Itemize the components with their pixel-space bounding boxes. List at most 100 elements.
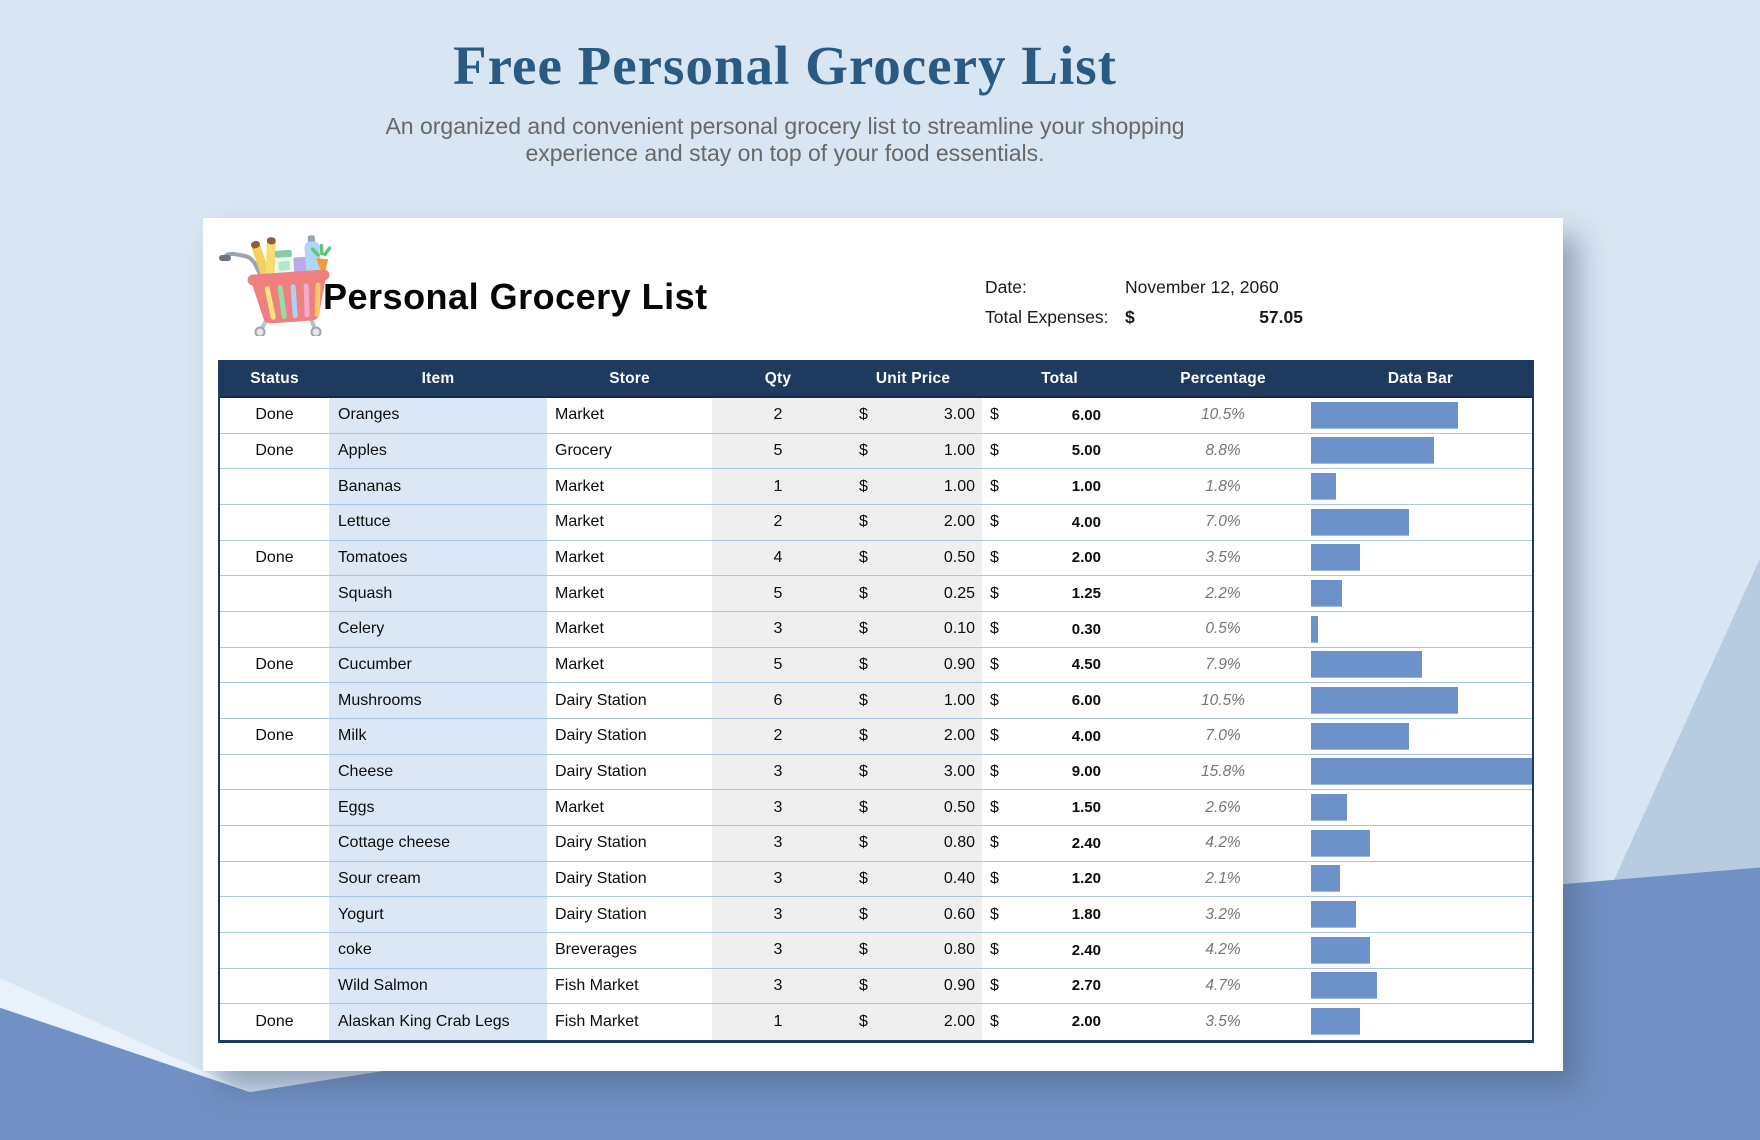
cell-total[interactable]: $5.00 <box>990 441 1101 460</box>
cell-percentage[interactable]: 0.5% <box>1205 620 1241 638</box>
cell-total[interactable]: $1.50 <box>990 798 1101 817</box>
cell-unit-price[interactable]: $1.00 <box>844 469 982 504</box>
cell-total[interactable]: $4.00 <box>990 513 1101 531</box>
cell-qty[interactable]: 3 <box>712 968 844 1004</box>
cell-percentage[interactable]: 1.8% <box>1205 477 1241 495</box>
cell-store[interactable]: Dairy Station <box>555 691 647 709</box>
cell-unit-price[interactable]: $3.00 <box>844 398 982 433</box>
cell-store[interactable]: Market <box>555 513 604 531</box>
cell-percentage[interactable]: 7.0% <box>1205 727 1241 745</box>
cell-store[interactable]: Market <box>555 406 604 424</box>
cell-status[interactable]: Done <box>255 548 294 566</box>
cell-percentage[interactable]: 8.8% <box>1205 441 1241 459</box>
cell-status[interactable] <box>220 755 329 790</box>
cell-qty[interactable]: 2 <box>712 398 844 433</box>
cell-unit-price[interactable]: $0.50 <box>844 790 982 825</box>
cell-item[interactable]: Mushrooms <box>329 683 547 718</box>
cell-unit-price[interactable]: $0.90 <box>844 968 982 1004</box>
cell-total[interactable]: $1.80 <box>990 905 1101 924</box>
cell-percentage[interactable]: 10.5% <box>1201 406 1245 424</box>
cell-status[interactable]: Done <box>255 441 294 459</box>
cell-item[interactable]: Tomatoes <box>329 540 547 576</box>
cell-percentage[interactable]: 15.8% <box>1201 762 1245 780</box>
cell-status[interactable] <box>220 612 329 647</box>
cell-percentage[interactable]: 2.6% <box>1205 798 1241 816</box>
cell-store[interactable]: Dairy Station <box>555 727 647 745</box>
cell-total[interactable]: $9.00 <box>990 762 1101 781</box>
column-header-total[interactable]: Total <box>1041 370 1078 387</box>
date-value[interactable]: November 12, 2060 <box>1125 276 1279 297</box>
cell-unit-price[interactable]: $0.40 <box>844 861 982 897</box>
cell-total[interactable]: $2.70 <box>990 976 1101 995</box>
cell-status[interactable]: Done <box>255 1012 294 1030</box>
cell-qty[interactable]: 3 <box>712 825 844 861</box>
cell-item[interactable]: Sour cream <box>329 861 547 897</box>
cell-qty[interactable]: 3 <box>712 754 844 790</box>
cell-unit-price[interactable]: $0.25 <box>844 576 982 611</box>
column-header-percentage[interactable]: Percentage <box>1180 370 1266 387</box>
cell-status[interactable] <box>220 576 329 611</box>
cell-store[interactable]: Market <box>555 584 604 602</box>
cell-status[interactable] <box>220 469 329 504</box>
cell-item[interactable]: Celery <box>329 611 547 647</box>
cell-percentage[interactable]: 2.2% <box>1205 584 1241 602</box>
cell-item[interactable]: Cottage cheese <box>329 825 547 861</box>
cell-unit-price[interactable]: $3.00 <box>844 754 982 790</box>
cell-unit-price[interactable]: $1.00 <box>844 683 982 718</box>
cell-qty[interactable]: 4 <box>712 540 844 576</box>
cell-status[interactable] <box>220 826 329 861</box>
cell-percentage[interactable]: 4.7% <box>1205 976 1241 994</box>
cell-status[interactable]: Done <box>255 406 294 424</box>
cell-item[interactable]: Alaskan King Crab Legs <box>329 1004 547 1040</box>
cell-total[interactable]: $2.40 <box>990 834 1101 852</box>
cell-qty[interactable]: 1 <box>712 1004 844 1040</box>
cell-store[interactable]: Dairy Station <box>555 834 647 852</box>
cell-qty[interactable]: 5 <box>712 433 844 469</box>
cell-percentage[interactable]: 7.9% <box>1205 655 1241 673</box>
cell-qty[interactable]: 2 <box>712 504 844 540</box>
cell-store[interactable]: Market <box>555 477 604 495</box>
cell-total[interactable]: $2.00 <box>990 1012 1101 1031</box>
cell-total[interactable]: $1.25 <box>990 584 1101 603</box>
cell-store[interactable]: Breverages <box>555 941 637 959</box>
cell-qty[interactable]: 3 <box>712 897 844 932</box>
cell-item[interactable]: Milk <box>329 718 547 754</box>
cell-status[interactable] <box>220 683 329 718</box>
cell-status[interactable] <box>220 933 329 968</box>
cell-unit-price[interactable]: $0.80 <box>844 825 982 861</box>
column-header-qty[interactable]: Qty <box>764 370 792 387</box>
cell-store[interactable]: Market <box>555 655 604 673</box>
cell-store[interactable]: Dairy Station <box>555 869 647 887</box>
cell-percentage[interactable]: 2.1% <box>1205 869 1241 887</box>
cell-status[interactable] <box>220 897 329 932</box>
cell-total[interactable]: $1.00 <box>990 477 1101 496</box>
cell-qty[interactable]: 1 <box>712 469 844 504</box>
column-header-item[interactable]: Item <box>421 370 455 387</box>
cell-store[interactable]: Fish Market <box>555 1012 639 1030</box>
cell-store[interactable]: Market <box>555 798 604 816</box>
cell-unit-price[interactable]: $0.60 <box>844 897 982 932</box>
cell-total[interactable]: $1.20 <box>990 869 1101 888</box>
cell-status[interactable]: Done <box>255 727 294 745</box>
cell-percentage[interactable]: 3.2% <box>1205 905 1241 923</box>
cell-item[interactable]: Eggs <box>329 790 547 825</box>
cell-status[interactable] <box>220 505 329 540</box>
cell-unit-price[interactable]: $0.10 <box>844 611 982 647</box>
cell-item[interactable]: Wild Salmon <box>329 968 547 1004</box>
cell-status[interactable]: Done <box>255 655 294 673</box>
cell-store[interactable]: Market <box>555 548 604 566</box>
cell-percentage[interactable]: 7.0% <box>1205 513 1241 531</box>
cell-unit-price[interactable]: $0.50 <box>844 540 982 576</box>
cell-percentage[interactable]: 4.2% <box>1205 834 1241 852</box>
cell-qty[interactable]: 5 <box>712 647 844 683</box>
cell-qty[interactable]: 3 <box>712 932 844 968</box>
cell-store[interactable]: Dairy Station <box>555 762 647 780</box>
cell-unit-price[interactable]: $1.00 <box>844 433 982 469</box>
cell-qty[interactable]: 3 <box>712 790 844 825</box>
cell-store[interactable]: Grocery <box>555 441 612 459</box>
cell-store[interactable]: Market <box>555 620 604 638</box>
cell-total[interactable]: $2.00 <box>990 548 1101 567</box>
cell-total[interactable]: $4.00 <box>990 727 1101 745</box>
cell-total[interactable]: $4.50 <box>990 655 1101 674</box>
cell-item[interactable]: coke <box>329 932 547 968</box>
